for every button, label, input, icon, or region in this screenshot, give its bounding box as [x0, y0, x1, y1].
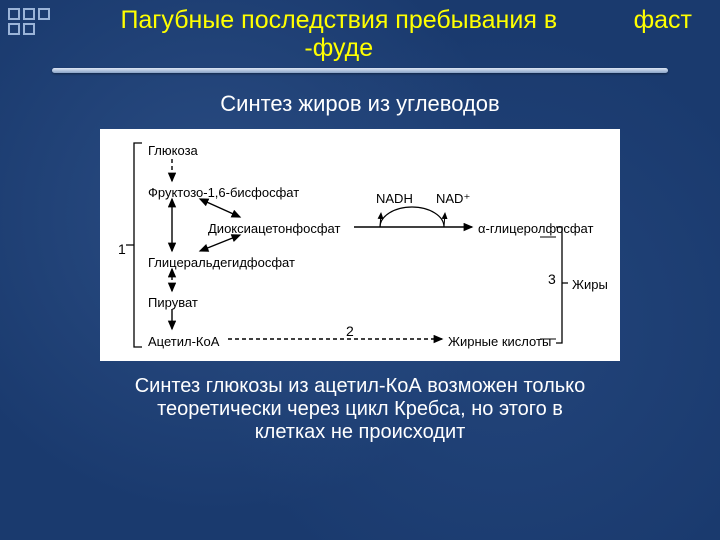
caption: Синтез глюкозы из ацетил-КоА возможен то…	[120, 375, 600, 444]
divider	[52, 68, 668, 73]
diagram-container: Глюкоза Фруктозо-1,6-бисфосфат Диоксиацето…	[0, 129, 720, 361]
node-fa: Жирные кислоты	[448, 334, 551, 349]
node-fat: Жиры	[572, 277, 608, 292]
pathway-number: 3	[548, 271, 556, 287]
node-glucose: Глюкоза	[148, 143, 198, 158]
node-nad: NAD⁺	[436, 191, 470, 207]
pathway-diagram: Глюкоза Фруктозо-1,6-бисфосфат Диоксиацето…	[100, 129, 620, 361]
pathway-number: 2	[346, 323, 354, 339]
node-f16bp: Фруктозо-1,6-бисфосфат	[148, 185, 299, 200]
subtitle: Синтез жиров из углеводов	[0, 91, 720, 117]
decor-squares	[8, 8, 50, 35]
title-row: Пагубные последствия пребывания в -фуде …	[0, 0, 720, 62]
node-nadh: NADH	[376, 191, 413, 206]
slide: Пагубные последствия пребывания в -фуде …	[0, 0, 720, 540]
title-line1: Пагубные последствия пребывания в	[120, 6, 557, 34]
node-gap: Глицеральдегидфосфат	[148, 255, 295, 270]
pathway-number: 1	[118, 241, 126, 257]
diagram-arrows	[100, 129, 620, 361]
node-agp: α-глицеролфосфат	[478, 221, 593, 236]
node-pyr: Пируват	[148, 295, 198, 310]
title-line2: -фуде	[304, 34, 373, 62]
slide-title: Пагубные последствия пребывания в -фуде	[62, 6, 616, 62]
node-dhap: Диоксиацетонфосфат	[208, 221, 340, 236]
node-acoa: Ацетил-КоА	[148, 334, 219, 349]
title-right: фаст	[634, 6, 692, 35]
